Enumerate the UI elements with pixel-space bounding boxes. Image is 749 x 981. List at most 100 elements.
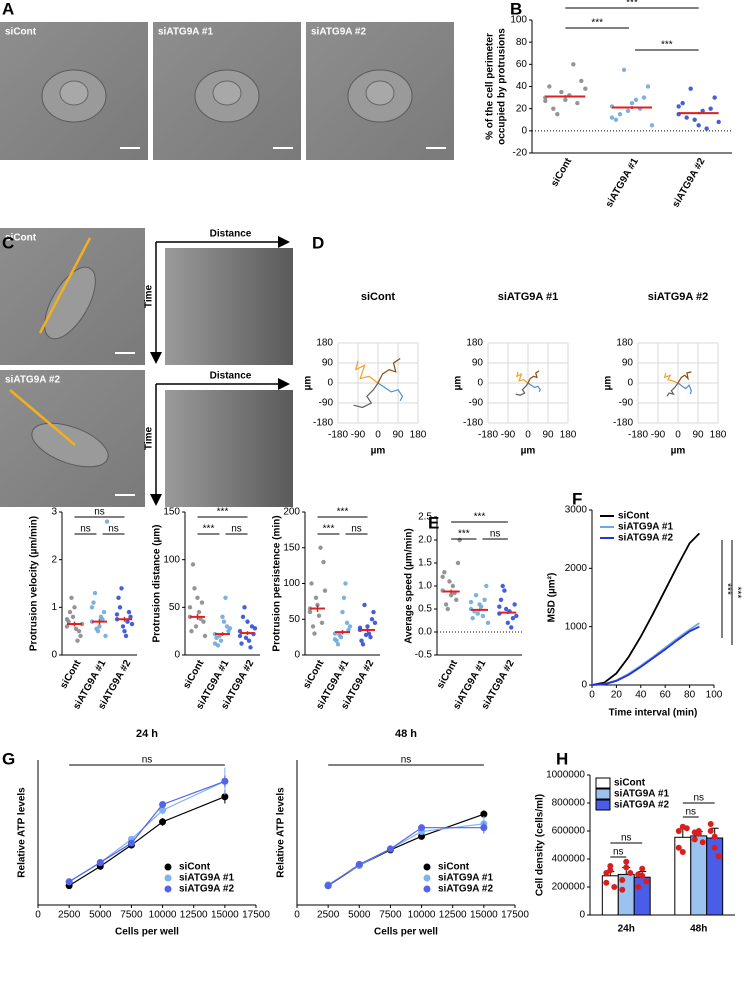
significance-label: ns xyxy=(693,793,704,804)
significance-label: *** xyxy=(721,583,732,595)
x-axis-title: Time interval (min) xyxy=(609,708,698,719)
data-point xyxy=(218,638,224,643)
y-axis-title: Protrusion persistence (min) xyxy=(272,515,283,651)
data-point xyxy=(67,609,73,615)
data-point xyxy=(386,845,394,853)
significance-label: *** xyxy=(591,18,603,29)
y-tick-label: 0 xyxy=(51,650,57,661)
trajectory xyxy=(677,382,692,395)
y-tick-label: 0 xyxy=(477,378,483,389)
x-tick-label: 20 xyxy=(611,690,623,701)
significance-label: ns xyxy=(621,833,632,844)
data-point xyxy=(246,638,252,643)
y-axis-title: Protrusion distance (µm) xyxy=(152,525,163,643)
x-tick-label: siCont xyxy=(435,658,460,691)
y-axis-title: Relative ATP levels xyxy=(276,787,287,878)
y-tick-label: -90 xyxy=(619,398,634,409)
y-axis-title: occupied by protrusions xyxy=(497,28,508,145)
data-point xyxy=(627,870,634,876)
data-point xyxy=(621,67,627,73)
x-tick-label: 17500 xyxy=(501,910,529,921)
y-axis-title: Protrusion velocity (µm/min) xyxy=(29,516,40,651)
data-point xyxy=(190,562,196,567)
x-tick-label: 80 xyxy=(684,690,696,701)
data-point xyxy=(455,560,461,566)
significance-label: ns xyxy=(231,524,242,535)
data-point xyxy=(202,633,208,639)
significance-label: *** xyxy=(323,524,335,535)
data-point xyxy=(629,100,635,106)
x-tick-label: 90 xyxy=(692,430,704,441)
y-tick-label: 80 xyxy=(516,37,528,48)
data-point xyxy=(346,627,351,633)
data-point xyxy=(575,100,580,106)
data-point xyxy=(212,641,218,646)
data-point xyxy=(366,631,372,636)
y-tick-label: 3 xyxy=(51,507,57,518)
data-point xyxy=(623,858,630,865)
data-point xyxy=(126,609,132,615)
data-point xyxy=(696,123,701,128)
y-tick-label: 0 xyxy=(327,378,333,389)
data-point xyxy=(75,638,80,643)
data-point xyxy=(312,631,317,636)
trajectory xyxy=(354,360,379,384)
x-tick-label: 40 xyxy=(635,690,647,701)
x-tick-label: 10000 xyxy=(408,910,436,921)
significance-label: *** xyxy=(458,529,470,540)
data-point xyxy=(119,586,124,591)
data-point xyxy=(475,611,480,616)
data-point xyxy=(196,609,202,615)
x-tick-label: 2500 xyxy=(58,910,81,921)
x-axis-title: µm xyxy=(671,446,686,457)
data-point xyxy=(313,595,319,600)
y-axis-title: Average speed (µm/min) xyxy=(404,528,415,643)
data-point xyxy=(711,833,718,840)
data-point xyxy=(676,104,681,109)
data-point xyxy=(347,624,353,629)
data-point xyxy=(500,583,505,589)
data-point xyxy=(337,632,342,638)
legend-label: siATG9A #2 xyxy=(438,884,493,895)
data-point xyxy=(89,605,95,610)
data-point xyxy=(192,586,197,591)
significance-label: ns xyxy=(108,524,119,535)
y-tick-label: 0 xyxy=(174,650,180,661)
y-tick-label: -180 xyxy=(463,418,483,429)
data-point xyxy=(69,595,74,600)
significance-label: ns xyxy=(80,524,91,535)
significance-label: *** xyxy=(217,507,229,518)
data-point xyxy=(503,606,509,612)
data-point xyxy=(450,583,456,589)
data-point xyxy=(649,123,655,128)
data-point xyxy=(187,605,193,610)
significance-label: ns xyxy=(490,529,501,540)
x-tick-label: -90 xyxy=(501,430,516,441)
data-point xyxy=(551,106,556,111)
data-point xyxy=(418,824,426,832)
data-point xyxy=(555,112,560,117)
data-point xyxy=(639,872,646,879)
line-scan xyxy=(38,237,92,334)
x-tick-label: -90 xyxy=(351,430,366,441)
data-point xyxy=(707,828,714,834)
significance-label: *** xyxy=(203,524,215,535)
data-point xyxy=(344,620,350,626)
data-point xyxy=(619,886,626,893)
data-point xyxy=(324,882,332,890)
y-tick-label: 90 xyxy=(322,358,334,369)
data-point xyxy=(547,84,552,89)
data-point xyxy=(240,614,246,620)
data-point xyxy=(310,624,316,629)
data-point xyxy=(699,839,706,846)
data-point xyxy=(94,626,99,631)
x-tick-label: siCont xyxy=(301,658,326,691)
data-point xyxy=(64,624,70,629)
panel-label: E xyxy=(428,513,439,532)
data-point xyxy=(473,593,479,598)
data-point xyxy=(497,604,502,609)
data-point xyxy=(341,595,347,600)
y-axis-title: MSD (µm²) xyxy=(547,573,558,623)
x-tick-label: 0 xyxy=(525,430,531,441)
